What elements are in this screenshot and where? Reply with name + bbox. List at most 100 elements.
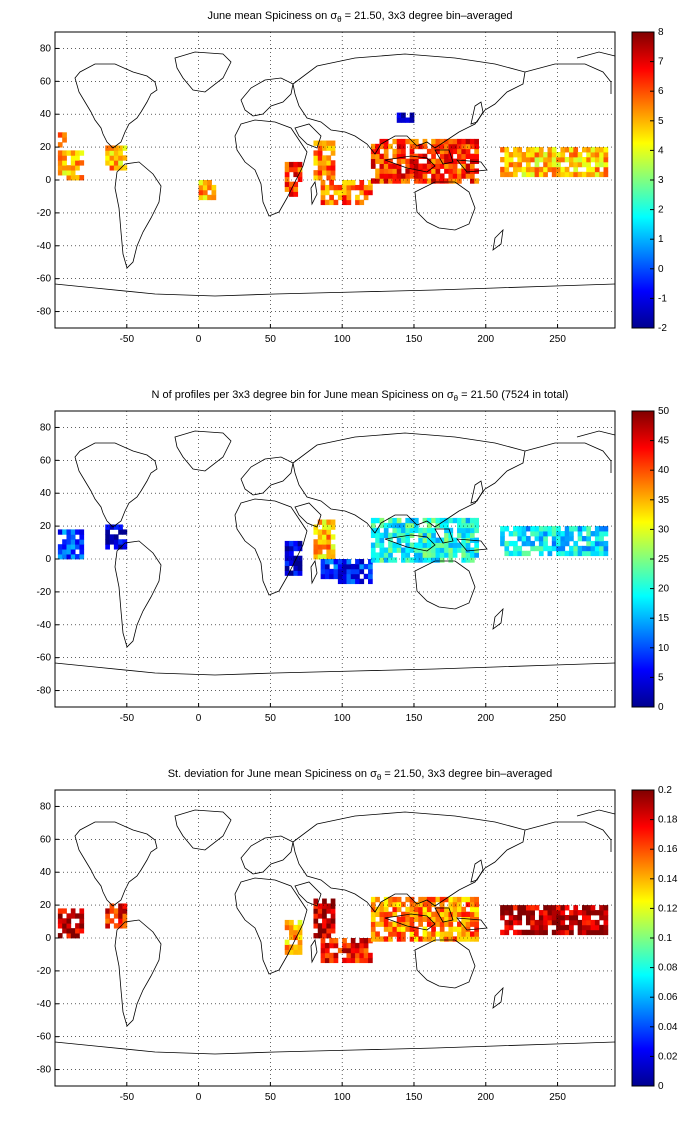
data-bin [379,916,385,922]
data-bin [435,148,441,155]
data-bin [599,161,604,168]
data-bin [392,522,398,529]
data-bin [284,570,290,576]
data-bin [521,905,527,911]
data-bin [379,906,385,913]
data-bin [370,158,376,164]
data-bin [461,926,467,932]
data-bin [289,161,294,168]
data-bin [392,921,398,927]
data-bin [317,175,323,181]
data-bin [413,926,419,932]
data-bin [322,519,327,525]
data-bin [322,928,327,934]
data-bin [293,540,299,547]
data-bin [525,147,531,153]
data-bin [388,926,393,932]
data-bin [413,542,419,548]
data-bin [521,526,527,532]
data-bin [573,171,579,178]
data-bin [573,526,579,532]
data-bin [513,914,518,921]
data-bin [297,560,303,566]
data-bin [355,952,360,959]
data-bin [368,563,373,570]
data-bin [122,544,128,550]
data-bin [313,140,319,146]
data-bin [409,936,415,942]
data-bin [355,957,360,964]
colorbar-tick-label: 8 [658,27,664,38]
data-bin [577,545,583,552]
data-bin [105,150,110,156]
data-bin [603,929,609,936]
data-bin [551,545,557,552]
data-bin [284,186,290,192]
data-bin [401,153,406,160]
data-bin [461,906,467,913]
data-bin [333,952,339,959]
data-bin [317,544,323,550]
data-bin [324,952,330,959]
data-bin [603,171,609,178]
data-bin [297,949,303,955]
data-bin [500,156,505,163]
data-bin [379,557,385,563]
data-bin [350,563,356,570]
data-bin [577,152,583,158]
data-bin [66,165,72,171]
data-bin [547,919,553,926]
data-bin [70,160,76,166]
data-bin [342,938,347,944]
data-bin [474,522,479,529]
data-bin [342,184,347,191]
data-bin [337,947,343,954]
data-bin [413,163,419,169]
data-bin [521,152,527,158]
data-bin [313,155,319,161]
data-bin [401,138,406,145]
data-bin [388,901,393,908]
colorbar-tick-label: 0.16 [658,844,678,855]
data-bin [383,896,389,903]
data-bin [70,534,76,540]
data-bin [431,148,436,155]
data-bin [422,906,428,913]
data-bin [530,924,535,931]
data-bin [556,910,561,916]
data-bin [418,557,423,563]
data-bin [461,158,467,164]
data-bin [79,918,85,924]
data-bin [564,166,570,173]
data-bin [105,923,110,929]
data-bin [297,171,303,178]
data-bin [409,926,415,932]
data-bin [603,905,609,911]
data-bin [586,540,591,547]
data-bin [457,178,462,184]
data-bin [383,138,389,145]
data-bin [379,178,385,184]
data-bin [517,535,523,542]
data-bin [469,527,475,534]
data-bin [556,161,561,168]
data-bin [363,947,369,954]
data-bin [538,166,544,173]
data-bin [569,531,574,537]
data-bin [379,522,385,529]
data-bin [322,913,327,919]
data-bin [392,178,398,184]
colorbar-tick-label: 0.14 [658,874,678,885]
data-bin [461,916,467,922]
data-bin [530,171,535,178]
data-bin [448,168,454,174]
data-bin [603,161,609,168]
data-bin [547,156,553,163]
data-bin [474,542,479,548]
data-bin [465,901,471,908]
data-bin [70,928,76,934]
data-bin [409,112,415,118]
data-bin [330,928,336,934]
data-bin [448,143,454,150]
data-bin [405,547,411,553]
